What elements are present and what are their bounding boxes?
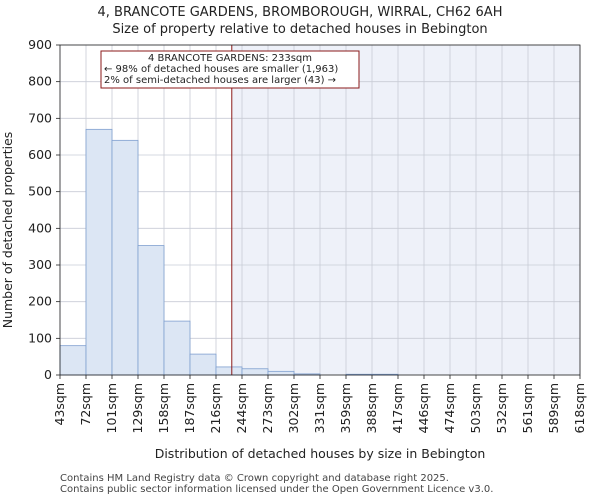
annotation-line-1: 4 BRANCOTE GARDENS: 233sqm (148, 53, 312, 64)
x-tick-label: 129sqm (130, 383, 145, 433)
x-tick-label: 302sqm (286, 383, 301, 433)
y-tick-label: 0 (44, 367, 52, 382)
x-tick-label: 273sqm (260, 383, 275, 433)
bar-43sqm (59, 345, 87, 376)
bar-273sqm (267, 370, 295, 376)
x-tick-label: 561sqm (520, 383, 535, 433)
y-tick-label: 500 (28, 184, 52, 199)
x-tick-label: 101sqm (104, 383, 119, 433)
chart-subtitle: Size of property relative to detached ho… (112, 22, 487, 37)
y-tick-label: 100 (28, 330, 52, 345)
y-axis-label: Number of detached properties (0, 132, 15, 329)
x-tick-label: 503sqm (468, 383, 483, 433)
bar-158sqm (163, 320, 191, 376)
x-tick-label: 158sqm (156, 383, 171, 433)
x-tick-label: 187sqm (182, 383, 197, 433)
x-tick-label: 331sqm (312, 383, 327, 433)
x-tick-label: 72sqm (78, 383, 93, 426)
bar-187sqm (189, 353, 217, 376)
x-tick-label: 43sqm (52, 383, 67, 426)
annotation-line-3: 2% of semi-detached houses are larger (4… (104, 75, 336, 86)
x-tick-label: 216sqm (208, 383, 223, 433)
annotation-box: 4 BRANCOTE GARDENS: 233sqm ← 98% of deta… (100, 50, 360, 89)
bar-101sqm (111, 139, 139, 376)
x-tick-label: 417sqm (390, 383, 405, 433)
larger-region-shading (231, 45, 581, 375)
chart-title: 4, BRANCOTE GARDENS, BROMBOROUGH, WIRRAL… (98, 5, 503, 20)
bar-244sqm (241, 368, 269, 376)
bar-72sqm (85, 128, 113, 376)
y-tick-label: 900 (28, 37, 52, 52)
bar-216sqm (215, 366, 243, 376)
x-tick-label: 474sqm (442, 383, 457, 433)
x-tick-label: 532sqm (494, 383, 509, 433)
bar-129sqm (137, 245, 165, 376)
x-tick-label: 388sqm (364, 383, 379, 433)
x-tick-label: 446sqm (416, 383, 431, 433)
plot-area (59, 44, 581, 376)
y-axis-ticks: 0 100 200 300 400 500 600 700 800 900 (28, 37, 60, 382)
x-tick-label: 359sqm (338, 383, 353, 433)
x-tick-label: 244sqm (234, 383, 249, 433)
x-axis-ticks: 43sqm 72sqm 101sqm 129sqm 158sqm 187sqm 216sqm… (52, 375, 587, 433)
x-tick-label: 618sqm (572, 383, 587, 433)
annotation-line-2: ← 98% of detached houses are smaller (1,… (104, 64, 338, 75)
x-axis-label: Distribution of detached houses by size … (155, 446, 486, 461)
y-tick-label: 200 (28, 294, 52, 309)
footer-line-2: Contains public sector information licen… (60, 484, 494, 495)
y-tick-label: 600 (28, 147, 52, 162)
y-tick-label: 700 (28, 110, 52, 125)
y-tick-label: 800 (28, 74, 52, 89)
x-tick-label: 589sqm (546, 383, 561, 433)
y-tick-label: 400 (28, 220, 52, 235)
footer-line-1: Contains HM Land Registry data © Crown c… (60, 473, 449, 484)
y-tick-label: 300 (28, 257, 52, 272)
